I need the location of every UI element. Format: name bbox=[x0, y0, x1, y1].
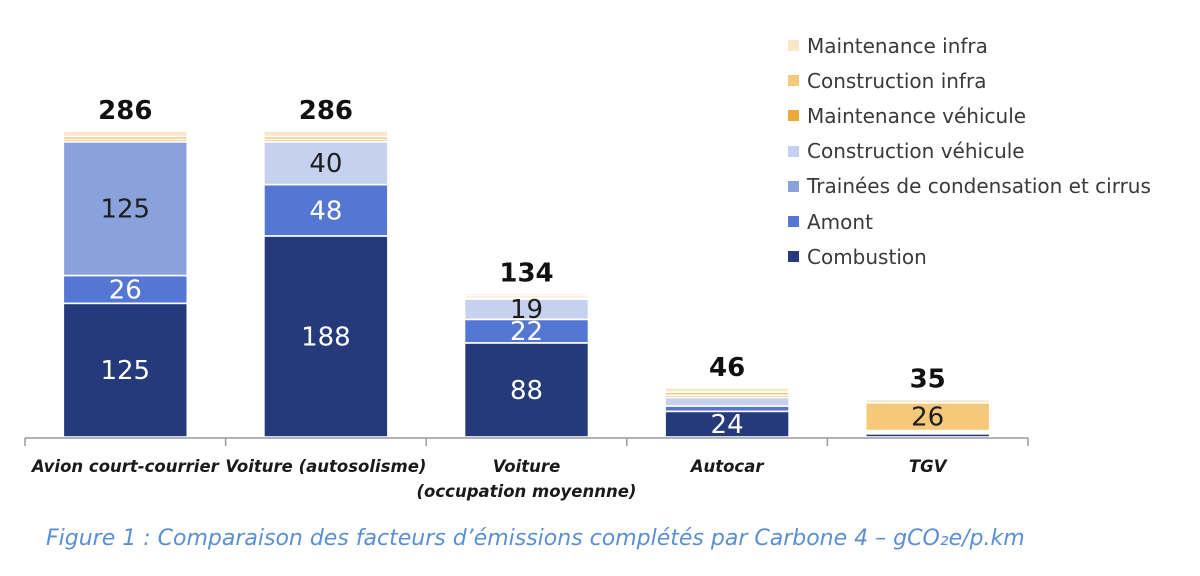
bar-segment-combustion bbox=[62, 302, 189, 438]
legend-label: Combustion bbox=[807, 244, 927, 269]
segment-value-label: 125 bbox=[100, 356, 150, 386]
bar-segment-maintenance-infra bbox=[62, 130, 189, 138]
bar-segment-maintenance-infra bbox=[864, 398, 991, 404]
bar-segment-combustion bbox=[664, 410, 790, 438]
legend-item-trainees-de-condensation-et-cirrus: Trainées de condensation et cirrus bbox=[788, 169, 1151, 204]
legend-label: Trainées de condensation et cirrus bbox=[807, 174, 1151, 199]
legend-swatch bbox=[788, 180, 799, 192]
segment-value-label: 26 bbox=[109, 275, 142, 305]
category-label: Avion court-courrier bbox=[30, 457, 220, 476]
bar-total-label: 35 bbox=[910, 365, 946, 395]
category-label: Voiture (autosolisme) bbox=[225, 457, 426, 476]
x-axis-ticks bbox=[24, 438, 1029, 446]
legend: Maintenance infra Construction infra Maint… bbox=[788, 28, 1151, 274]
legend-item-combustion: Combustion bbox=[788, 239, 1151, 274]
bar-segment-amont bbox=[62, 274, 189, 305]
bar-segment-maintenance-infra bbox=[463, 292, 590, 297]
x-axis-labels: Avion court-courrier Voiture (autosolisme… bbox=[30, 457, 948, 501]
bars-layer bbox=[62, 130, 991, 438]
bar-total-label: 134 bbox=[499, 259, 553, 289]
segment-value-label: 125 bbox=[100, 195, 150, 225]
legend-swatch bbox=[788, 216, 799, 228]
segment-value-label: 26 bbox=[911, 403, 944, 433]
bar-segment-construction-vehicule bbox=[664, 396, 790, 407]
bar-total-label: 46 bbox=[709, 353, 745, 383]
category-label: TGV bbox=[909, 457, 948, 476]
legend-swatch bbox=[788, 75, 799, 87]
segment-value-label: 48 bbox=[309, 196, 342, 226]
segment-value-label: 22 bbox=[510, 317, 543, 347]
legend-swatch bbox=[788, 40, 799, 52]
segment-value-label: 24 bbox=[711, 410, 744, 440]
bar-segment-combustion bbox=[463, 342, 590, 438]
figure-caption: Figure 1 : Comparaison des facteurs d’ém… bbox=[46, 526, 1025, 551]
segment-value-label: 19 bbox=[510, 295, 543, 325]
bar-total-label: 286 bbox=[98, 96, 152, 126]
legend-swatch bbox=[788, 145, 799, 157]
bar-segment-maintenance-infra bbox=[664, 387, 790, 393]
category-label: Voiture bbox=[493, 457, 561, 476]
segment-value-label: 88 bbox=[510, 376, 543, 406]
segment-value-label: 40 bbox=[309, 149, 342, 179]
legend-item-maintenance-infra: Maintenance infra bbox=[788, 28, 1151, 63]
legend-swatch bbox=[788, 251, 799, 263]
segment-value-label: 188 bbox=[301, 322, 351, 352]
legend-label: Maintenance infra bbox=[807, 33, 988, 58]
legend-label: Construction véhicule bbox=[807, 139, 1025, 164]
legend-label: Construction infra bbox=[807, 68, 987, 93]
legend-item-amont: Amont bbox=[788, 204, 1151, 239]
category-label: Autocar bbox=[689, 457, 765, 476]
totals-layer: 286 286 134 46 35 bbox=[98, 96, 946, 394]
legend-item-construction-infra: Construction infra bbox=[788, 63, 1151, 98]
bar-total-label: 286 bbox=[299, 96, 353, 126]
legend-item-construction-vehicule: Construction véhicule bbox=[788, 134, 1151, 169]
category-label-line2: (occupation moyennne) bbox=[417, 482, 637, 501]
legend-item-maintenance-vehicule: Maintenance véhicule bbox=[788, 98, 1151, 133]
bar-segment-maintenance-infra bbox=[263, 130, 389, 138]
legend-label: Maintenance véhicule bbox=[807, 103, 1027, 128]
legend-label: Amont bbox=[807, 209, 873, 234]
legend-swatch bbox=[788, 110, 799, 122]
